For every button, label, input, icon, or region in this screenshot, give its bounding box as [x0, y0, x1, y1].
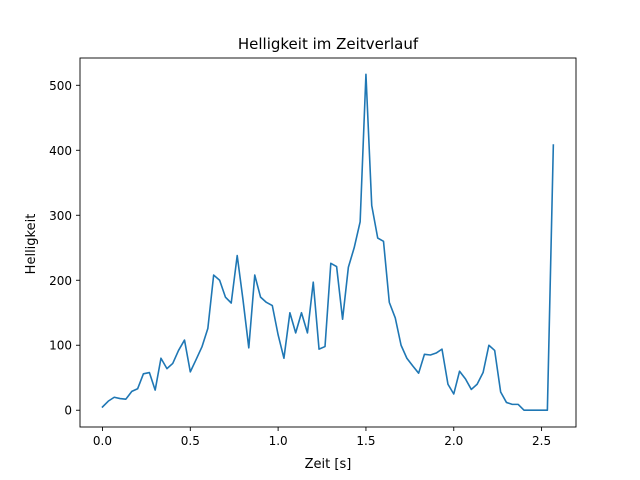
plot-frame [79, 57, 577, 428]
x-axis: 0.0 0.5 1.0 1.5 2.0 2.5 [93, 427, 551, 448]
y-tick-label: 200 [49, 274, 72, 288]
x-tick-label: 0.0 [93, 434, 112, 448]
y-tick-label: 0 [64, 404, 72, 418]
x-tick-label: 1.5 [356, 434, 375, 448]
y-axis: 0 100 200 300 400 500 [49, 79, 80, 418]
y-axis-label: Helligkeit [24, 214, 39, 275]
series-line-0 [101, 73, 555, 412]
plot-area [79, 57, 577, 428]
x-tick-label: 2.0 [444, 434, 463, 448]
y-tick-label: 300 [49, 209, 72, 223]
y-tick-label: 400 [49, 144, 72, 158]
y-tick-label: 500 [49, 79, 72, 93]
x-axis-label: Zeit [s] [305, 457, 352, 472]
x-tick-label: 1.0 [269, 434, 288, 448]
x-tick-label: 2.5 [532, 434, 551, 448]
chart-title: Helligkeit im Zeitverlauf [238, 35, 419, 53]
y-tick-label: 100 [49, 339, 72, 353]
x-tick-label: 0.5 [181, 434, 200, 448]
